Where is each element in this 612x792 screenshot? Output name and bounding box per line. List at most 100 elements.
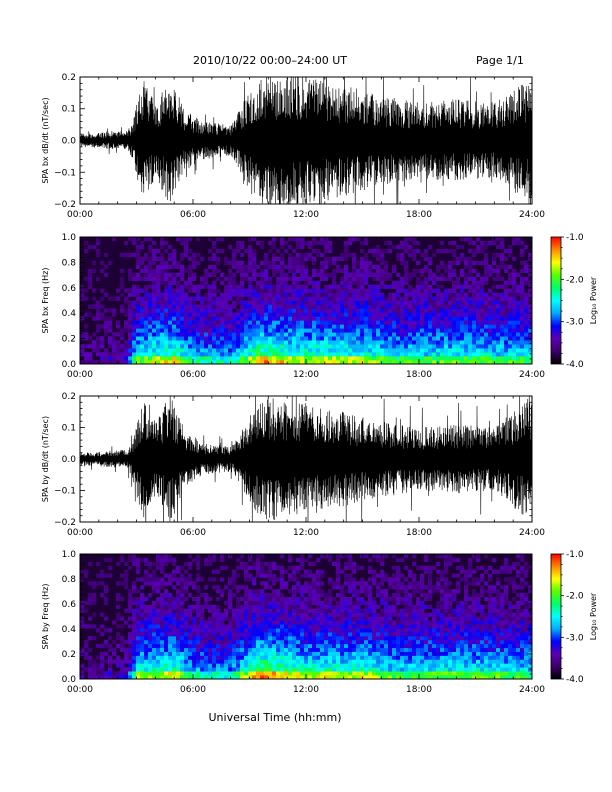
spectrogram-cell xyxy=(320,636,325,641)
spectrogram-cell xyxy=(172,624,177,629)
spectrogram-cell xyxy=(172,596,177,602)
spectrogram-cell xyxy=(376,248,381,254)
spectrogram-cell xyxy=(80,288,85,293)
spectrogram-cell xyxy=(148,647,153,652)
spectrogram-cell xyxy=(400,312,405,317)
spectrogram-cell xyxy=(320,659,325,664)
spectrogram-cell xyxy=(412,292,417,297)
spectrogram-cell xyxy=(492,328,497,333)
spectrogram-cell xyxy=(160,332,165,337)
spectrogram-cell xyxy=(292,272,297,277)
spectrogram-cell xyxy=(284,248,289,254)
spectrogram-cell xyxy=(420,288,425,293)
spectrogram-cell xyxy=(468,268,473,274)
spectrogram-cell xyxy=(380,340,385,345)
spectrogram-cell xyxy=(368,675,373,679)
spectrogram-cell xyxy=(160,667,165,672)
spectrogram-cell xyxy=(352,252,357,258)
spectrogram-cell xyxy=(392,352,397,357)
spectrogram-cell xyxy=(220,639,225,645)
spectrogram-cell xyxy=(108,352,113,357)
spectrogram-cell xyxy=(116,671,121,676)
spectrogram-cell xyxy=(280,581,285,586)
spectrogram-cell xyxy=(148,675,153,679)
spectrogram-cell xyxy=(520,252,525,258)
spectrogram-cell xyxy=(172,252,177,258)
spectrogram-cell xyxy=(388,360,393,364)
spectrogram-cell xyxy=(280,272,285,277)
spectrogram-cell xyxy=(80,296,85,301)
spectrogram-cell xyxy=(272,352,277,357)
spectrogram-cell xyxy=(468,256,473,262)
spectrogram-cell xyxy=(320,639,325,645)
spectrogram-cell xyxy=(488,272,493,277)
spectrogram-cell xyxy=(132,356,137,361)
spectrogram-cell xyxy=(80,348,85,353)
spectrogram-cell xyxy=(372,248,377,254)
spectrogram-cell xyxy=(204,604,209,609)
spectrogram-cell xyxy=(368,663,373,668)
spectrogram-cell xyxy=(472,352,477,357)
spectrogram-cell xyxy=(360,647,365,652)
spectrogram-cell xyxy=(260,651,265,656)
spectrogram-cell xyxy=(524,340,529,345)
spectrogram-cell xyxy=(392,304,397,309)
spectrogram-cell xyxy=(316,620,321,625)
spectrogram-cell xyxy=(476,244,481,250)
spectrogram-cell xyxy=(132,659,137,664)
spectrogram-cell xyxy=(468,320,473,325)
spectrogram-cell xyxy=(276,292,281,297)
spectrogram-cell xyxy=(380,659,385,664)
spectrogram-cell xyxy=(292,248,297,254)
spectrogram-cell xyxy=(160,328,165,333)
spectrogram-cell xyxy=(292,647,297,652)
spectrogram-cell xyxy=(348,585,353,590)
spectrogram-cell xyxy=(316,292,321,297)
spectrogram-cell xyxy=(84,336,89,341)
spectrogram-cell xyxy=(312,256,317,262)
spectrogram-cell xyxy=(356,312,361,317)
spectrogram-cell xyxy=(488,300,493,305)
spectrogram-cell xyxy=(208,328,213,333)
spectrogram-cell xyxy=(324,320,329,325)
spectrogram-cell xyxy=(512,284,517,289)
spectrogram-cell xyxy=(200,332,205,337)
spectrogram-cell xyxy=(372,300,377,305)
spectrogram-cell xyxy=(296,288,301,293)
spectrogram-cell xyxy=(280,659,285,664)
spectrogram-cell xyxy=(324,651,329,656)
spectrogram-cell xyxy=(108,663,113,668)
spectrogram-cell xyxy=(480,288,485,293)
spectrogram-cell xyxy=(208,300,213,305)
spectrogram-cell xyxy=(360,344,365,349)
spectrogram-cell xyxy=(128,300,133,305)
spectrogram-cell xyxy=(396,256,401,262)
spectrogram-cell xyxy=(144,636,149,641)
spectrogram-cell xyxy=(296,608,301,613)
spectrogram-cell xyxy=(208,624,213,629)
spectrogram-cell xyxy=(172,320,177,325)
spectrogram-cell xyxy=(196,639,201,645)
spectrogram-cell xyxy=(468,296,473,301)
spectrogram-cell xyxy=(176,569,181,574)
spectrogram-cell xyxy=(468,356,473,361)
spectrogram-cell xyxy=(292,624,297,629)
spectrogram-cell xyxy=(436,296,441,301)
spectrogram-cell xyxy=(288,344,293,349)
spectrogram-cell xyxy=(272,651,277,656)
spectrogram-cell xyxy=(416,296,421,301)
spectrogram-cell xyxy=(200,280,205,285)
spectrogram-cell xyxy=(172,300,177,305)
spectrogram-cell xyxy=(248,252,253,258)
spectrogram-cell xyxy=(360,585,365,590)
spectrogram-cell xyxy=(372,320,377,325)
spectrogram-cell xyxy=(188,268,193,274)
spectrogram-cell xyxy=(512,320,517,325)
spectrogram-cell xyxy=(456,312,461,317)
spectrogram-cell xyxy=(324,616,329,621)
waveform-trace xyxy=(80,396,532,522)
spectrogram-cell xyxy=(96,360,101,364)
spectrogram-cell xyxy=(168,360,173,364)
spectrogram-cell xyxy=(176,304,181,309)
spectrogram-cell xyxy=(412,356,417,361)
